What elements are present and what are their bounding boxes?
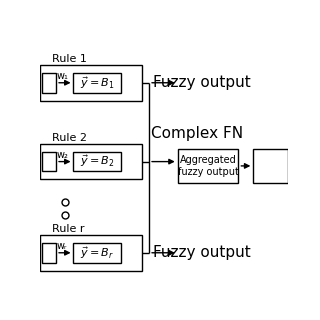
Text: $\vec{y} = B_1$: $\vec{y} = B_1$ xyxy=(80,75,114,91)
Bar xyxy=(74,73,121,92)
Text: Rule r: Rule r xyxy=(52,224,85,234)
Text: w₁: w₁ xyxy=(56,71,68,81)
Bar xyxy=(40,235,142,271)
Text: Fuzzy output: Fuzzy output xyxy=(153,245,251,260)
Text: Aggregated
fuzzy output: Aggregated fuzzy output xyxy=(178,155,238,177)
Text: Complex FN: Complex FN xyxy=(151,126,244,141)
Text: w₂: w₂ xyxy=(56,150,68,160)
Bar xyxy=(178,149,238,182)
Bar xyxy=(43,243,56,263)
Bar xyxy=(40,65,142,100)
Text: $\vec{y} = B_2$: $\vec{y} = B_2$ xyxy=(80,154,114,170)
Text: Fuzzy output: Fuzzy output xyxy=(153,75,251,90)
Text: Rule 1: Rule 1 xyxy=(52,54,87,64)
Bar xyxy=(40,144,142,180)
Bar xyxy=(74,152,121,172)
Bar xyxy=(253,149,288,182)
Text: $\vec{y} = B_r$: $\vec{y} = B_r$ xyxy=(80,245,114,260)
Text: Rule 2: Rule 2 xyxy=(52,132,87,142)
Bar xyxy=(43,73,56,92)
Bar xyxy=(43,152,56,172)
Bar xyxy=(74,243,121,263)
Text: wᵣ: wᵣ xyxy=(57,241,68,251)
